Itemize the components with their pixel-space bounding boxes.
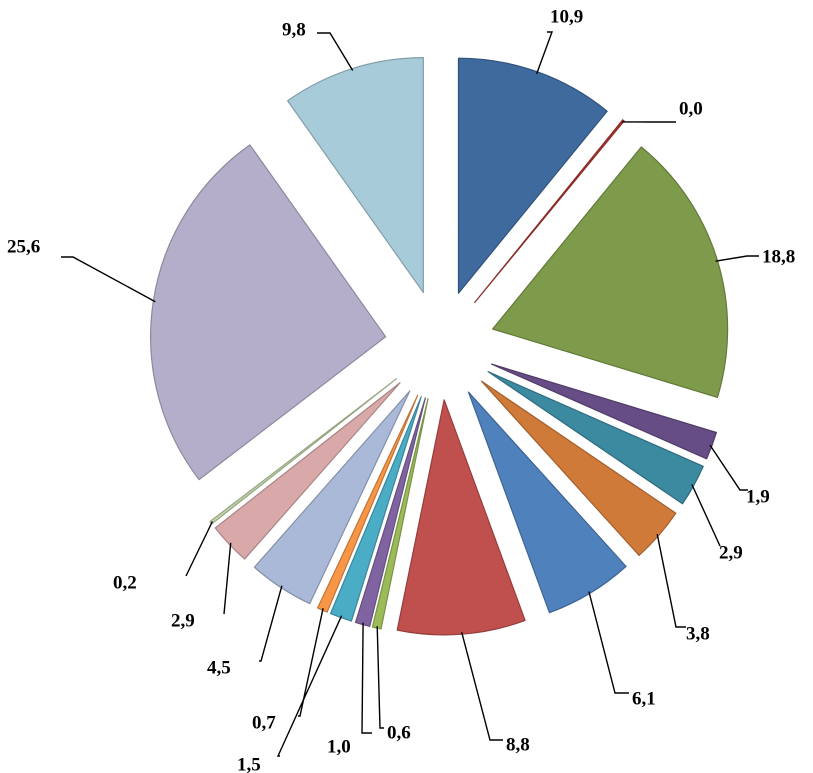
leader-line-10 bbox=[361, 622, 372, 734]
leader-line-12 bbox=[298, 608, 324, 717]
data-label-11: 1,5 bbox=[237, 754, 261, 773]
data-label-5: 2,9 bbox=[719, 542, 743, 563]
leader-line-1 bbox=[536, 31, 554, 74]
data-label-6: 3,8 bbox=[686, 623, 710, 644]
leader-line-6 bbox=[656, 533, 686, 628]
data-label-9: 0,6 bbox=[387, 722, 411, 743]
leader-line-4 bbox=[709, 444, 748, 491]
pie-slice-14 bbox=[214, 382, 401, 560]
data-label-2: 0,0 bbox=[679, 98, 703, 119]
slices-layer bbox=[150, 56, 729, 636]
data-label-8: 8,8 bbox=[506, 734, 530, 755]
data-label-4: 1,9 bbox=[746, 486, 770, 507]
pie-slice-6 bbox=[480, 380, 677, 557]
data-label-15: 0,2 bbox=[113, 572, 137, 593]
pie-slice-4 bbox=[490, 363, 717, 460]
leader-line-8 bbox=[461, 632, 503, 741]
data-label-17: 9,8 bbox=[282, 19, 306, 40]
leader-line-9 bbox=[376, 626, 384, 729]
data-label-1: 10,9 bbox=[550, 6, 583, 27]
pie-slice-5 bbox=[487, 371, 704, 505]
pie-slice-16 bbox=[150, 144, 387, 481]
leader-line-7 bbox=[588, 591, 629, 694]
pie-slice-2 bbox=[474, 119, 625, 303]
data-label-16: 25,6 bbox=[7, 236, 40, 257]
data-label-12: 0,7 bbox=[252, 712, 276, 733]
data-label-7: 6,1 bbox=[632, 688, 656, 709]
data-label-10: 1,0 bbox=[327, 736, 351, 757]
data-labels-layer: 10,9 0,0 18,8 1,9 2,9 3,8 6,1 8,8 0,6 1,0 1,5 0,7 4,… bbox=[7, 6, 795, 773]
leader-line-11 bbox=[276, 615, 343, 757]
leader-line-13 bbox=[259, 585, 283, 662]
leader-line-16 bbox=[61, 256, 156, 303]
data-label-3: 18,8 bbox=[762, 246, 795, 267]
leader-line-17 bbox=[317, 32, 354, 71]
leader-line-3 bbox=[715, 255, 759, 262]
leader-line-15 bbox=[185, 521, 214, 577]
leader-line-5 bbox=[691, 484, 721, 547]
data-label-14: 2,9 bbox=[171, 610, 195, 631]
leader-lines-layer bbox=[61, 31, 759, 757]
leader-line-14 bbox=[223, 542, 232, 615]
data-label-13: 4,5 bbox=[207, 657, 231, 678]
